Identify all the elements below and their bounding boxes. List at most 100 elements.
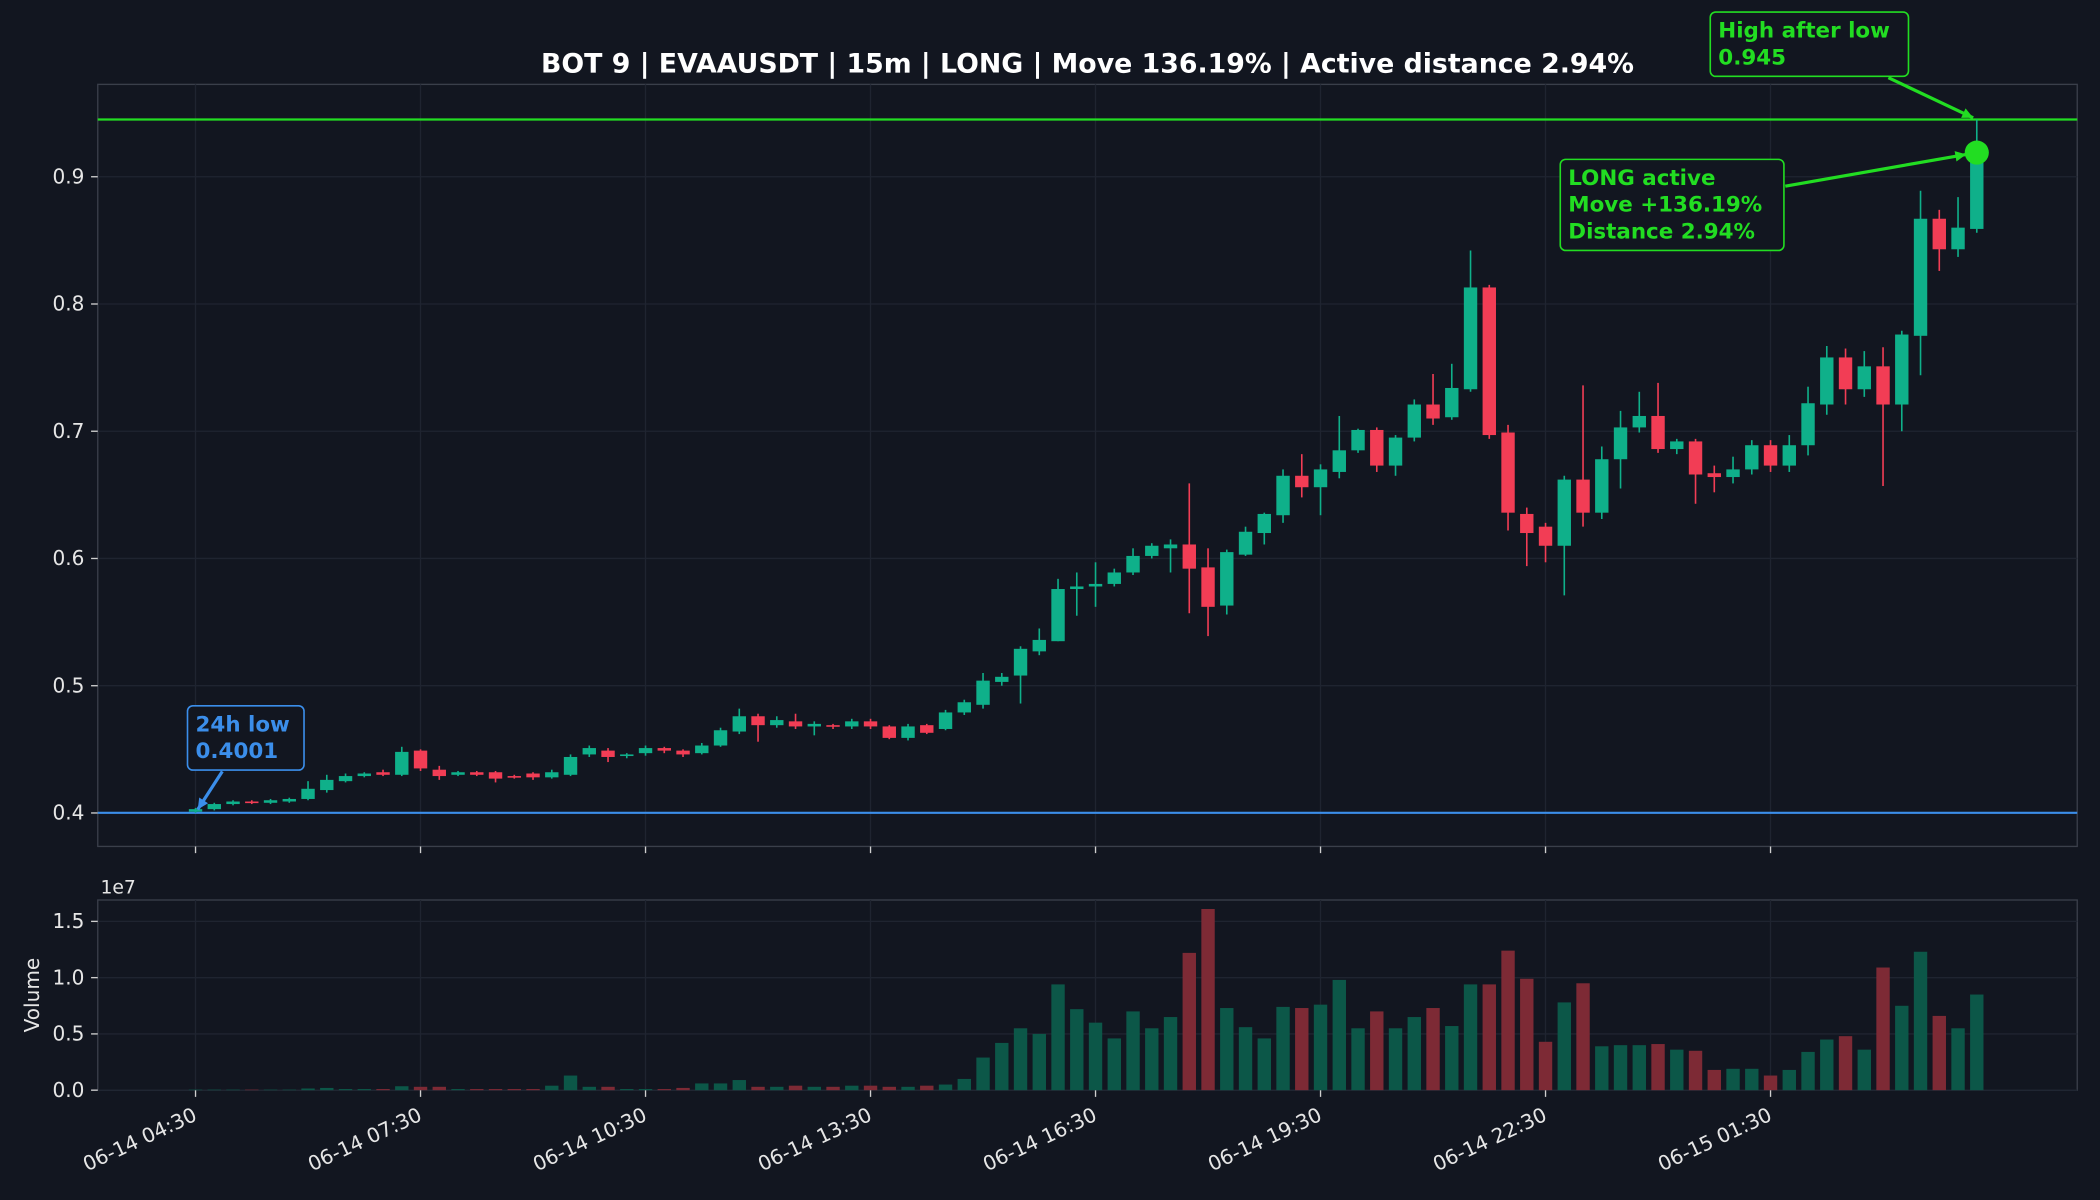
volume-bar — [1220, 1008, 1234, 1091]
volume-bar — [1763, 1075, 1778, 1091]
volume-bar — [976, 1057, 990, 1091]
volume-bar — [770, 1086, 784, 1091]
position-marker — [1964, 140, 1989, 165]
volume-bar — [1613, 1045, 1628, 1091]
volume-bar — [582, 1086, 596, 1091]
candle-body — [1182, 544, 1196, 569]
candle-body — [1220, 552, 1234, 606]
candle-body — [1126, 555, 1140, 573]
candle-body — [1707, 473, 1721, 478]
candle-body — [470, 772, 484, 775]
volume-bar — [451, 1089, 465, 1091]
candle-body — [245, 801, 259, 804]
volume-panel — [97, 899, 2078, 1091]
candle-body — [882, 726, 896, 738]
candle-body — [1932, 218, 1946, 250]
candle-body — [1838, 357, 1853, 390]
candle-body — [1520, 513, 1534, 534]
volume-bar — [1651, 1044, 1665, 1091]
candle-body — [638, 748, 653, 754]
candle-body — [1051, 589, 1065, 642]
candle-body — [845, 721, 859, 727]
volume-bar — [713, 1083, 728, 1091]
volume-bar — [788, 1085, 803, 1091]
candle-body — [320, 779, 334, 791]
volume-axis-label: Volume — [20, 958, 44, 1033]
volume-bar — [1163, 1017, 1178, 1091]
candle-body — [1613, 427, 1628, 460]
candle-body — [1895, 334, 1909, 405]
volume-bar — [1857, 1049, 1871, 1091]
annotation-arrow — [1887, 76, 1974, 120]
volume-bar — [807, 1086, 821, 1091]
volume-bar — [357, 1089, 371, 1091]
candle-body — [1913, 218, 1928, 336]
candle-body — [507, 776, 521, 778]
volume-bar — [1913, 951, 1928, 1091]
y-tick-label: 0.5 — [52, 1022, 84, 1046]
volume-bar — [282, 1089, 296, 1091]
volume-bar — [620, 1089, 634, 1091]
volume-bar — [1745, 1068, 1759, 1091]
annotation-text: LONG active — [1568, 166, 1715, 191]
volume-bar — [1295, 1008, 1309, 1091]
candle-body — [1313, 469, 1328, 488]
candle-body — [1857, 366, 1871, 390]
annotation-text: Move +136.19% — [1568, 193, 1762, 218]
candle-body — [1651, 415, 1665, 450]
candle-body — [657, 748, 671, 751]
annotation-box — [186, 705, 305, 771]
y-tick-label: 1.5 — [52, 909, 84, 933]
candle-body — [413, 750, 428, 769]
candle-body — [938, 712, 953, 729]
annotation-arrowhead — [1961, 108, 1974, 118]
volume-bar — [1145, 1028, 1159, 1091]
volume-bar — [1126, 1011, 1140, 1091]
candle-body — [432, 769, 446, 777]
volume-bar — [1276, 1006, 1290, 1091]
candle-body — [695, 745, 709, 754]
volume-bar — [1838, 1036, 1853, 1091]
candle-body — [976, 680, 990, 705]
volume-bar — [301, 1088, 315, 1091]
candle-body — [1876, 366, 1890, 405]
volume-bar — [1670, 1049, 1684, 1091]
volume-bar — [1107, 1038, 1121, 1091]
y-tick-label: 0.5 — [52, 673, 84, 697]
volume-bar — [1388, 1028, 1403, 1091]
volume-bar — [1951, 1028, 1965, 1091]
volume-bar — [601, 1086, 615, 1091]
volume-bar — [1932, 1015, 1946, 1091]
candle-body — [770, 720, 784, 726]
y-tick-label: 0.7 — [52, 419, 84, 443]
annotation-arrowhead — [197, 797, 209, 810]
volume-bar — [695, 1083, 709, 1091]
candle-body — [1107, 572, 1121, 584]
volume-bar — [1632, 1045, 1646, 1091]
volume-bar — [1182, 952, 1196, 1091]
annotation-arrowhead — [1954, 151, 1967, 162]
volume-bar — [1970, 994, 1984, 1091]
volume-bar — [1313, 1004, 1328, 1091]
volume-bar — [1707, 1069, 1721, 1091]
candle-body — [901, 726, 915, 738]
candle-body — [1463, 287, 1478, 390]
volume-bar — [1538, 1041, 1553, 1091]
annotation-box — [1559, 158, 1785, 252]
volume-bar — [1070, 1009, 1084, 1091]
volume-bar — [1463, 984, 1478, 1091]
candle-body — [1501, 432, 1515, 513]
candle-body — [601, 750, 615, 757]
volume-bar — [995, 1042, 1009, 1091]
volume-bar — [507, 1089, 521, 1091]
candle-body — [1820, 357, 1834, 405]
candle-body — [788, 721, 803, 727]
volume-bar — [263, 1089, 278, 1091]
volume-bar — [1801, 1051, 1815, 1091]
candle-body — [1407, 404, 1421, 438]
candle-body — [1445, 387, 1459, 418]
candle-body — [1257, 513, 1271, 534]
annotation-text: 0.4001 — [196, 739, 279, 764]
candle-body — [582, 748, 596, 755]
candle-body — [1201, 567, 1215, 607]
